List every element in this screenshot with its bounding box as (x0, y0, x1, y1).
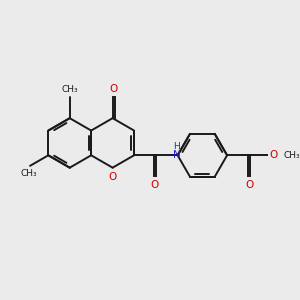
Text: CH₃: CH₃ (20, 169, 37, 178)
Text: CH₃: CH₃ (61, 85, 78, 94)
Text: O: O (269, 150, 278, 160)
Text: O: O (151, 180, 159, 190)
Text: O: O (109, 172, 117, 182)
Text: H: H (173, 142, 180, 151)
Text: CH₃: CH₃ (283, 151, 300, 160)
Text: O: O (245, 180, 253, 190)
Text: O: O (110, 84, 118, 94)
Text: N: N (173, 150, 181, 160)
